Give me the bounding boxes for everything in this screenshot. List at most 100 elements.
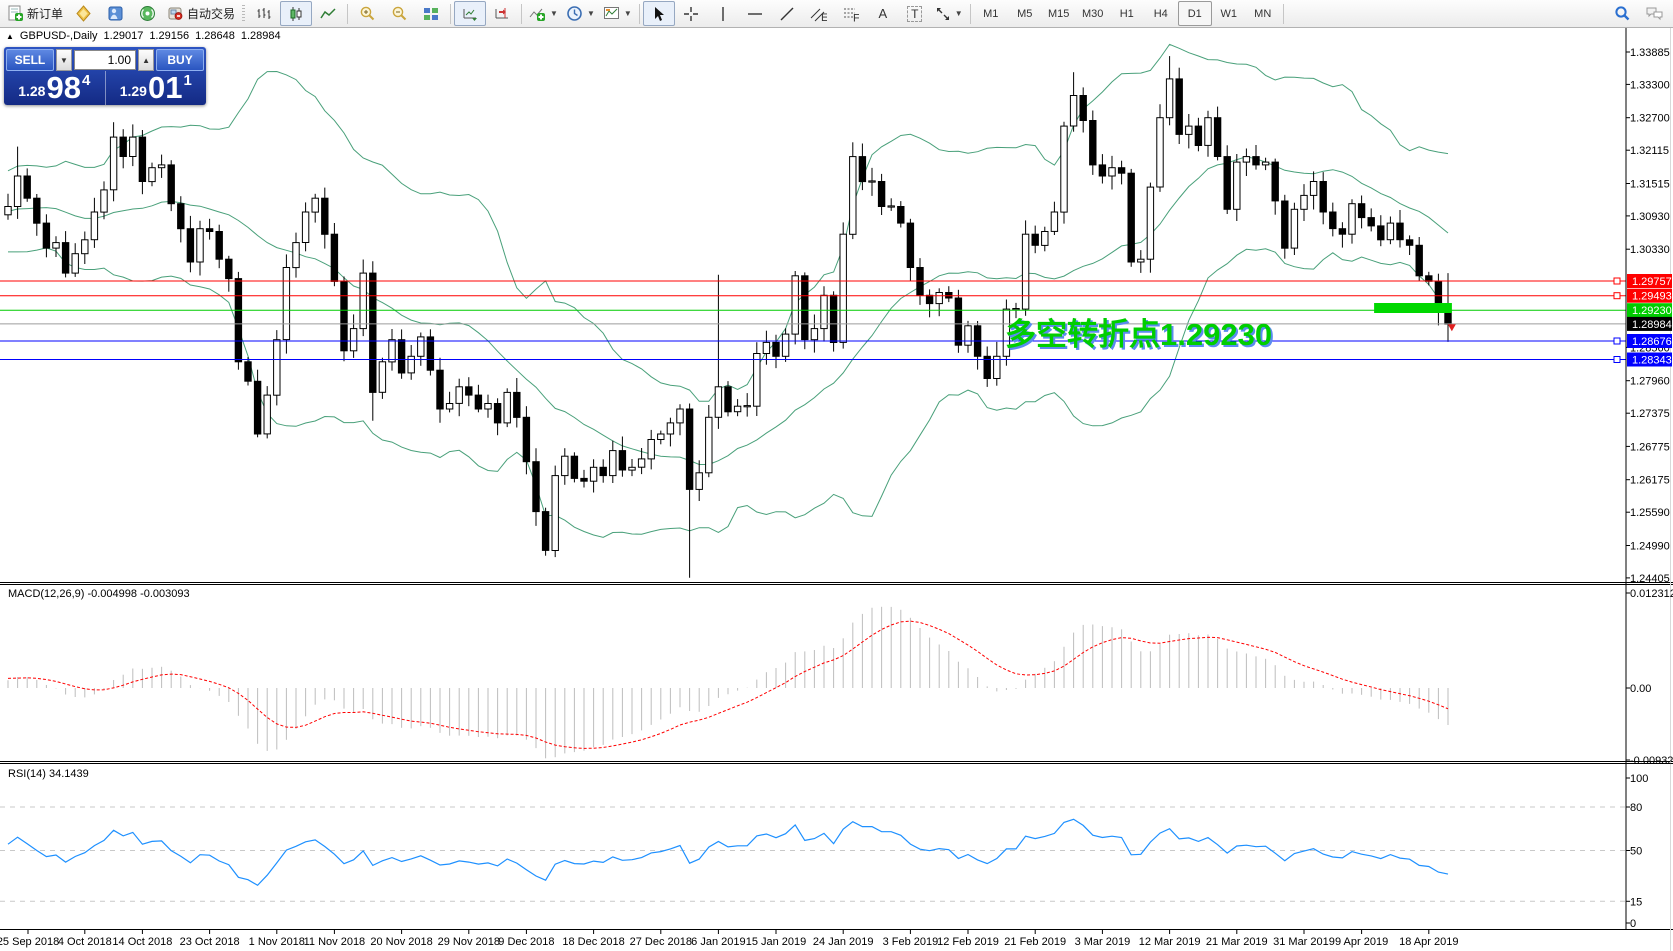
pivot-annotation: 多空转折点1.29230 [1005,317,1273,352]
svg-text:-0.009328: -0.009328 [1630,755,1673,767]
svg-text:15 Jan 2019: 15 Jan 2019 [746,936,807,948]
auto-scroll-icon [463,8,478,21]
arrows-button[interactable]: ▼ [931,1,967,26]
tile-windows-icon [424,7,439,20]
templates-button[interactable]: ▼ [599,1,636,26]
equidistant-channel-icon: E [810,8,827,22]
chat-icon [1646,7,1662,21]
line-chart-button[interactable] [312,1,344,26]
dropdown-arrow-icon: ▼ [550,9,558,18]
svg-text:1.24990: 1.24990 [1630,541,1670,553]
candlestick-chart-button[interactable] [280,1,313,26]
svg-text:31 Mar 2019: 31 Mar 2019 [1273,936,1335,948]
timeframe-m15[interactable]: M15 [1048,7,1070,20]
bar-chart-button[interactable] [248,1,280,26]
highlight-box [1374,303,1456,332]
sell-price-prefix: 1.28 [18,83,46,99]
timeframe-h4[interactable]: H4 [1153,7,1168,20]
toolbar-grip [242,4,246,23]
text-tool-icon: A [878,6,888,21]
equidistant-channel-button[interactable]: E [803,1,835,26]
zoom-out-button[interactable] [383,1,415,26]
panel-borders [0,27,1673,951]
svg-text:12 Feb 2019: 12 Feb 2019 [937,936,999,948]
buy-price-prefix: 1.29 [119,83,147,99]
timeframe-m1[interactable]: M1 [983,7,999,20]
search-icon [1615,5,1630,20]
zoom-in-icon [360,6,374,21]
svg-text:1.29493: 1.29493 [1632,291,1672,303]
indicators-button[interactable]: ▼ [525,1,562,26]
autotrading-button[interactable]: 自动交易 [163,1,239,26]
vertical-line-icon [722,6,724,21]
templates-icon [603,7,619,19]
periods-button[interactable]: ▼ [562,1,599,26]
text-label-button[interactable]: T [899,1,931,26]
timeframe-d1[interactable]: D1 [1177,1,1212,26]
dropdown-arrow-icon: ▼ [623,9,632,18]
toolbar-separator [1282,3,1284,24]
timeframe-w1[interactable]: W1 [1220,7,1237,20]
arrows-icon [936,7,949,20]
svg-text:1.31515: 1.31515 [1630,179,1670,191]
svg-text:11 Nov 2018: 11 Nov 2018 [304,936,366,948]
search-button[interactable] [1606,1,1638,26]
auto-scroll-button[interactable] [454,1,487,26]
ohlc-open: 1.29017 [103,30,144,42]
fibonacci-button[interactable]: F [835,1,867,26]
svg-text:1.26175: 1.26175 [1630,475,1670,487]
svg-text:1.33300: 1.33300 [1630,79,1670,91]
crosshair-icon [683,6,698,21]
svg-text:0.012312: 0.012312 [1630,588,1673,600]
svg-text:1.25590: 1.25590 [1630,507,1670,519]
collapse-icon[interactable]: ▲ [6,31,14,41]
horizontal-line-button[interactable] [739,1,771,26]
svg-text:1.27375: 1.27375 [1630,408,1670,420]
signals-button[interactable] [131,1,163,26]
cursor-icon [654,6,664,21]
svg-text:9 Dec 2018: 9 Dec 2018 [498,936,554,948]
trendline-button[interactable] [771,1,803,26]
price-axis[interactable]: 1.33885 1.33300 1.32700 1.32115 1.31515 1.309… [1626,47,1673,930]
ohlc-close: 1.28984 [240,30,281,42]
rsi-panel [0,806,1626,902]
spin-up-icon: ▲ [142,55,151,65]
rsi-label: RSI(14) 34.1439 [8,768,89,780]
buy-button[interactable]: BUY [156,49,204,71]
timeframe-m5[interactable]: M5 [1017,7,1033,20]
text-tool-button[interactable]: A [867,1,899,26]
metaeditor-button[interactable] [67,1,99,26]
buy-price-big: 01 [147,70,183,105]
buy-price[interactable]: 1.29 01 1 [106,71,207,105]
svg-text:21 Feb 2019: 21 Feb 2019 [1004,936,1066,948]
signals-icon [139,6,155,21]
sell-button[interactable]: SELL [6,49,54,71]
toolbar-separator [638,3,640,24]
svg-text:20 Nov 2018: 20 Nov 2018 [370,936,432,948]
spin-down-icon: ▼ [59,55,68,65]
market-watch-button[interactable] [99,1,131,26]
chart-shift-button[interactable] [486,1,518,26]
svg-text:50: 50 [1630,846,1642,858]
new-order-button[interactable]: 新订单 [3,1,67,26]
timeframe-m30[interactable]: M30 [1082,7,1104,20]
svg-text:29 Nov 2018: 29 Nov 2018 [438,936,500,948]
price-level-lines[interactable] [0,277,1626,363]
svg-text:0: 0 [1630,918,1636,930]
tile-windows-button[interactable] [415,1,447,26]
cursor-button[interactable] [642,1,675,26]
vertical-line-button[interactable] [707,1,739,26]
zoom-in-button[interactable] [351,1,383,26]
sell-price[interactable]: 1.28 98 4 [4,71,106,105]
volume-input[interactable] [74,50,136,70]
chat-button[interactable] [1638,1,1670,26]
volume-decrease-button[interactable]: ▼ [55,49,72,71]
timeframe-mn[interactable]: MN [1254,7,1272,20]
crosshair-button[interactable] [675,1,707,26]
timeframe-h1[interactable]: H1 [1119,7,1134,20]
svg-text:1 Nov 2018: 1 Nov 2018 [249,936,305,948]
svg-text:15: 15 [1630,896,1642,908]
volume-increase-button[interactable]: ▲ [138,49,155,71]
